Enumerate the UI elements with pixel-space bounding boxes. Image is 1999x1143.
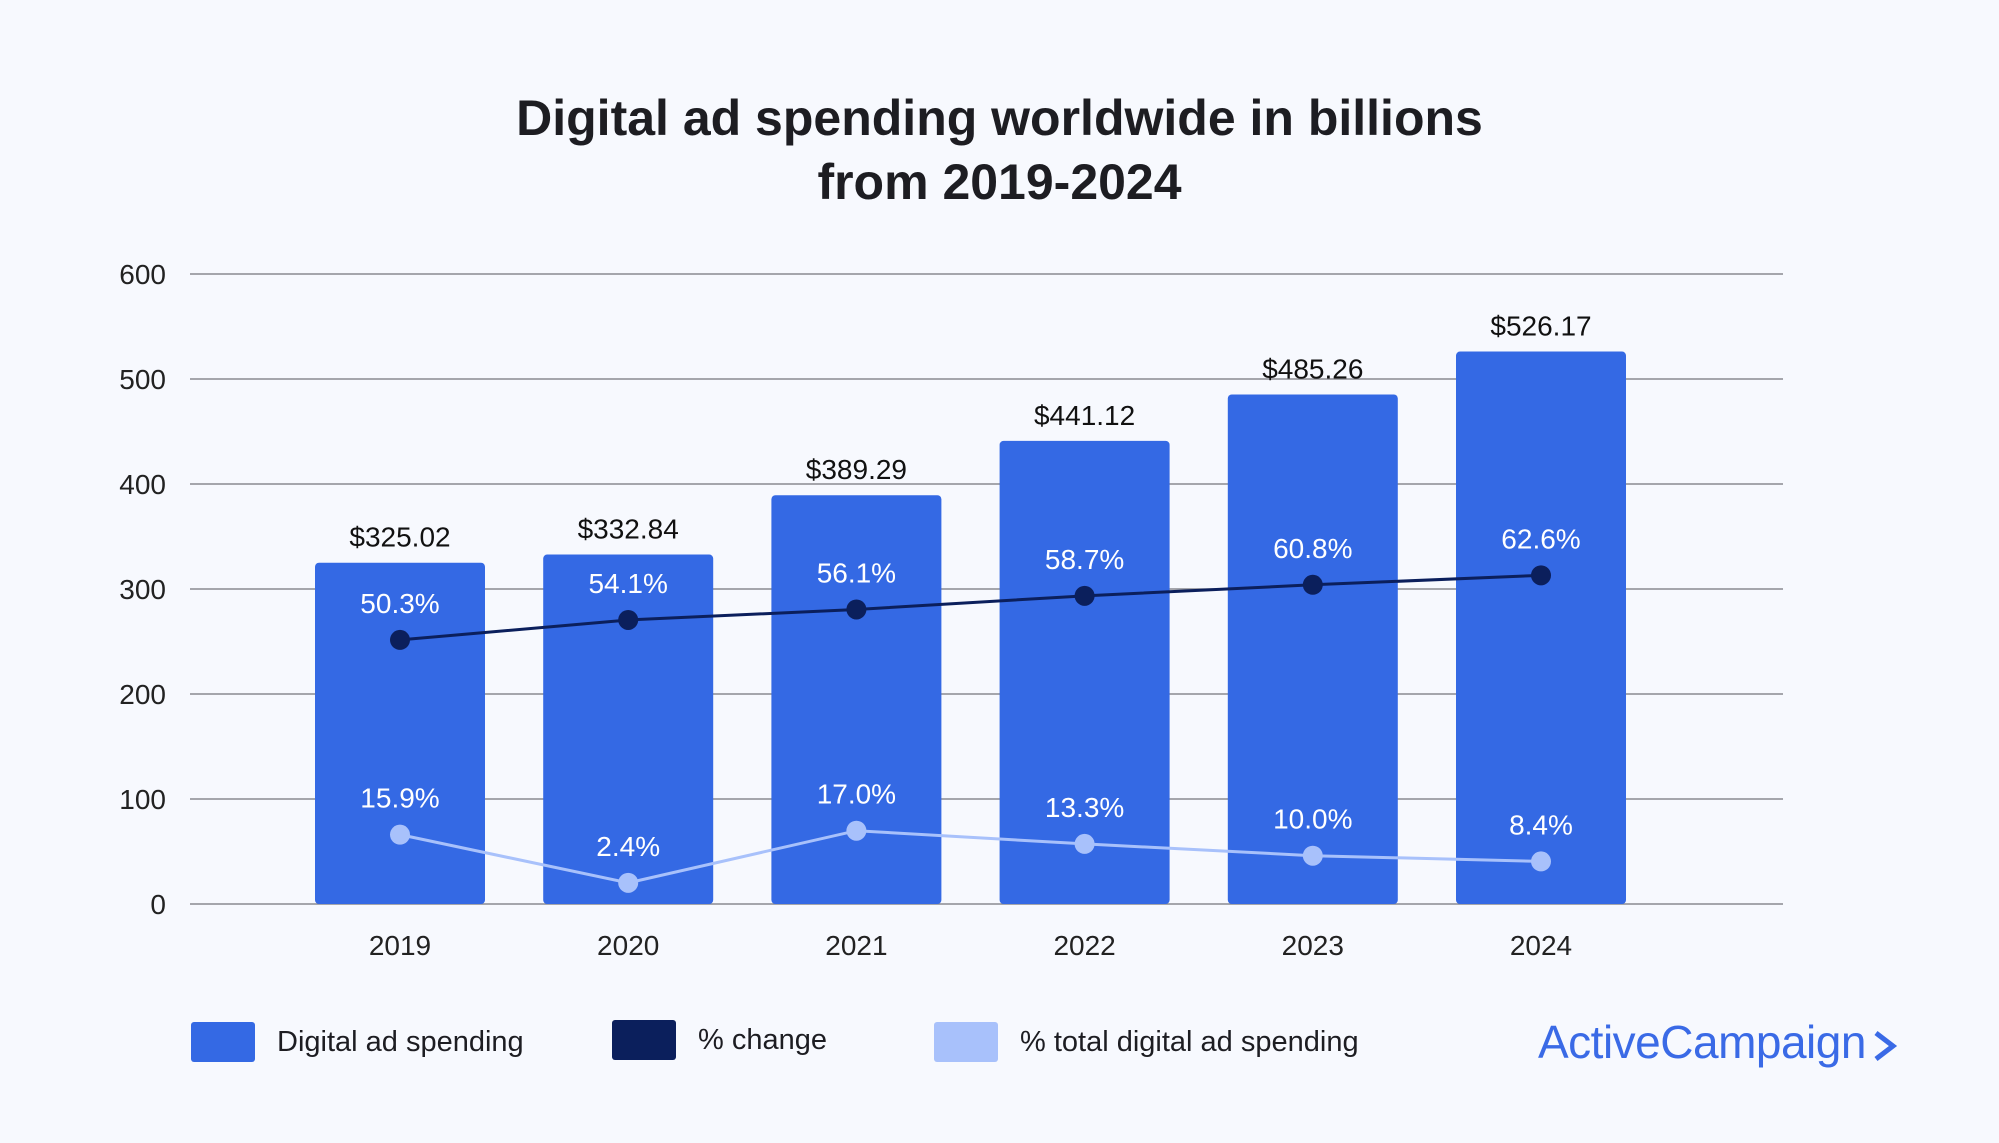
bar-value-label: $485.26 bbox=[1262, 353, 1363, 384]
line-percent-total bbox=[399, 829, 1542, 885]
point-label: 10.0% bbox=[1273, 804, 1352, 835]
bar-2024 bbox=[1456, 351, 1626, 905]
data-point bbox=[618, 872, 639, 893]
point-label: 8.4% bbox=[1509, 809, 1573, 840]
y-tick-label: 300 bbox=[119, 574, 166, 605]
data-point bbox=[1531, 851, 1551, 872]
legend-item-percent-total: % total digital ad spending bbox=[934, 1022, 1359, 1062]
y-tick-label: 200 bbox=[119, 679, 166, 710]
point-label: 58.7% bbox=[1045, 544, 1124, 575]
data-point bbox=[846, 820, 867, 841]
bar-2020 bbox=[543, 554, 714, 904]
legend-swatch bbox=[191, 1022, 255, 1062]
y-tick-label: 0 bbox=[150, 889, 166, 920]
bar-value-label: $441.12 bbox=[1034, 400, 1135, 431]
data-point bbox=[1302, 574, 1323, 595]
bar-value-label: $389.29 bbox=[806, 454, 907, 485]
point-label: 17.0% bbox=[817, 779, 896, 810]
bar-2021 bbox=[771, 495, 942, 904]
y-tick-label: 500 bbox=[119, 364, 166, 395]
chart-title-line-2: from 2019-2024 bbox=[817, 154, 1182, 210]
y-tick-label: 100 bbox=[119, 784, 166, 815]
bar-2023 bbox=[1227, 394, 1398, 904]
point-label: 62.6% bbox=[1501, 523, 1580, 554]
chevron-right-icon bbox=[1874, 1030, 1898, 1061]
legend-item-digital-ad-spending: Digital ad spending bbox=[191, 1022, 524, 1062]
activecampaign-logo: ActiveCampaign bbox=[1538, 1015, 1898, 1069]
bar-value-label: $526.17 bbox=[1490, 311, 1591, 342]
logo-text: ActiveCampaign bbox=[1538, 1016, 1866, 1068]
legend-label: % total digital ad spending bbox=[1020, 1025, 1359, 1058]
legend-label: % change bbox=[698, 1023, 827, 1056]
data-point bbox=[1074, 833, 1095, 854]
y-tick-label: 400 bbox=[119, 469, 166, 500]
x-tick-label: 2021 bbox=[825, 930, 887, 961]
x-tick-label: 2020 bbox=[597, 930, 659, 961]
bar-2019 bbox=[315, 562, 485, 904]
legend-swatch bbox=[934, 1022, 998, 1062]
data-point bbox=[1074, 585, 1095, 606]
x-tick-label: 2023 bbox=[1282, 930, 1344, 961]
chart-title: Digital ad spending worldwide in billion… bbox=[0, 86, 1999, 214]
legend-swatch bbox=[612, 1020, 676, 1060]
point-label: 56.1% bbox=[817, 557, 896, 588]
chart-title-line-1: Digital ad spending worldwide in billion… bbox=[516, 90, 1483, 146]
data-point bbox=[390, 824, 410, 845]
data-point bbox=[1302, 845, 1323, 866]
y-tick-label: 600 bbox=[119, 259, 166, 290]
point-label: 60.8% bbox=[1273, 533, 1352, 564]
bar-value-label: $325.02 bbox=[349, 522, 450, 553]
data-point bbox=[1531, 565, 1551, 586]
data-point bbox=[618, 609, 639, 630]
x-tick-label: 2019 bbox=[369, 930, 431, 961]
point-label: 2.4% bbox=[596, 831, 660, 862]
bar-value-label: $332.84 bbox=[578, 514, 679, 545]
legend-label: Digital ad spending bbox=[277, 1025, 524, 1058]
data-point bbox=[390, 629, 410, 650]
line-percent-change bbox=[399, 573, 1542, 642]
point-label: 13.3% bbox=[1045, 792, 1124, 823]
x-tick-label: 2024 bbox=[1510, 930, 1572, 961]
point-label: 15.9% bbox=[360, 783, 439, 814]
point-label: 54.1% bbox=[588, 568, 667, 599]
point-label: 50.3% bbox=[360, 588, 439, 619]
data-point bbox=[846, 599, 867, 620]
bar-2022 bbox=[999, 440, 1170, 904]
legend-item-percent-change: % change bbox=[612, 1020, 827, 1060]
x-tick-label: 2022 bbox=[1053, 930, 1115, 961]
